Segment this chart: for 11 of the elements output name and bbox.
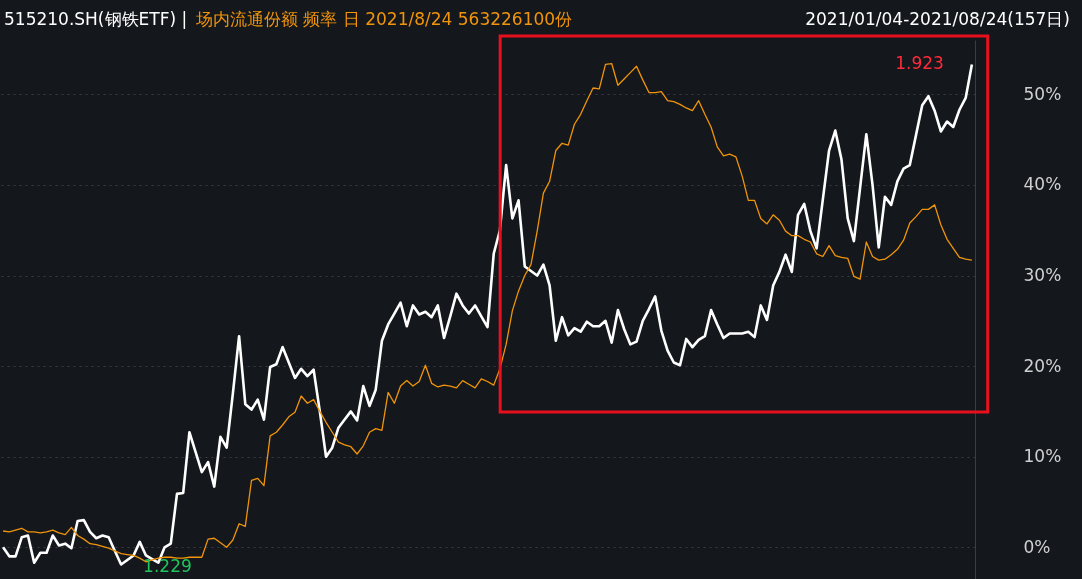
y-tick-label: 20% (1023, 355, 1062, 376)
y-tick-label: 0% (1023, 536, 1051, 557)
annotation: 1.229 (143, 555, 192, 576)
y-tick-label: 40% (1023, 174, 1062, 195)
text: 2021/01/04-2021/08/24(157日) (805, 9, 1070, 29)
y-tick-label: 10% (1023, 446, 1062, 467)
chart-title: 515210.SH(钢铁ETF) | (4, 9, 188, 29)
y-tick-label: 50% (1023, 83, 1062, 104)
chart-subtitle: 场内流通份额 频率 日 2021/8/24 563226100份 (195, 9, 573, 29)
y-tick-label: 30% (1023, 265, 1062, 286)
annotation: 1.923 (895, 53, 944, 74)
